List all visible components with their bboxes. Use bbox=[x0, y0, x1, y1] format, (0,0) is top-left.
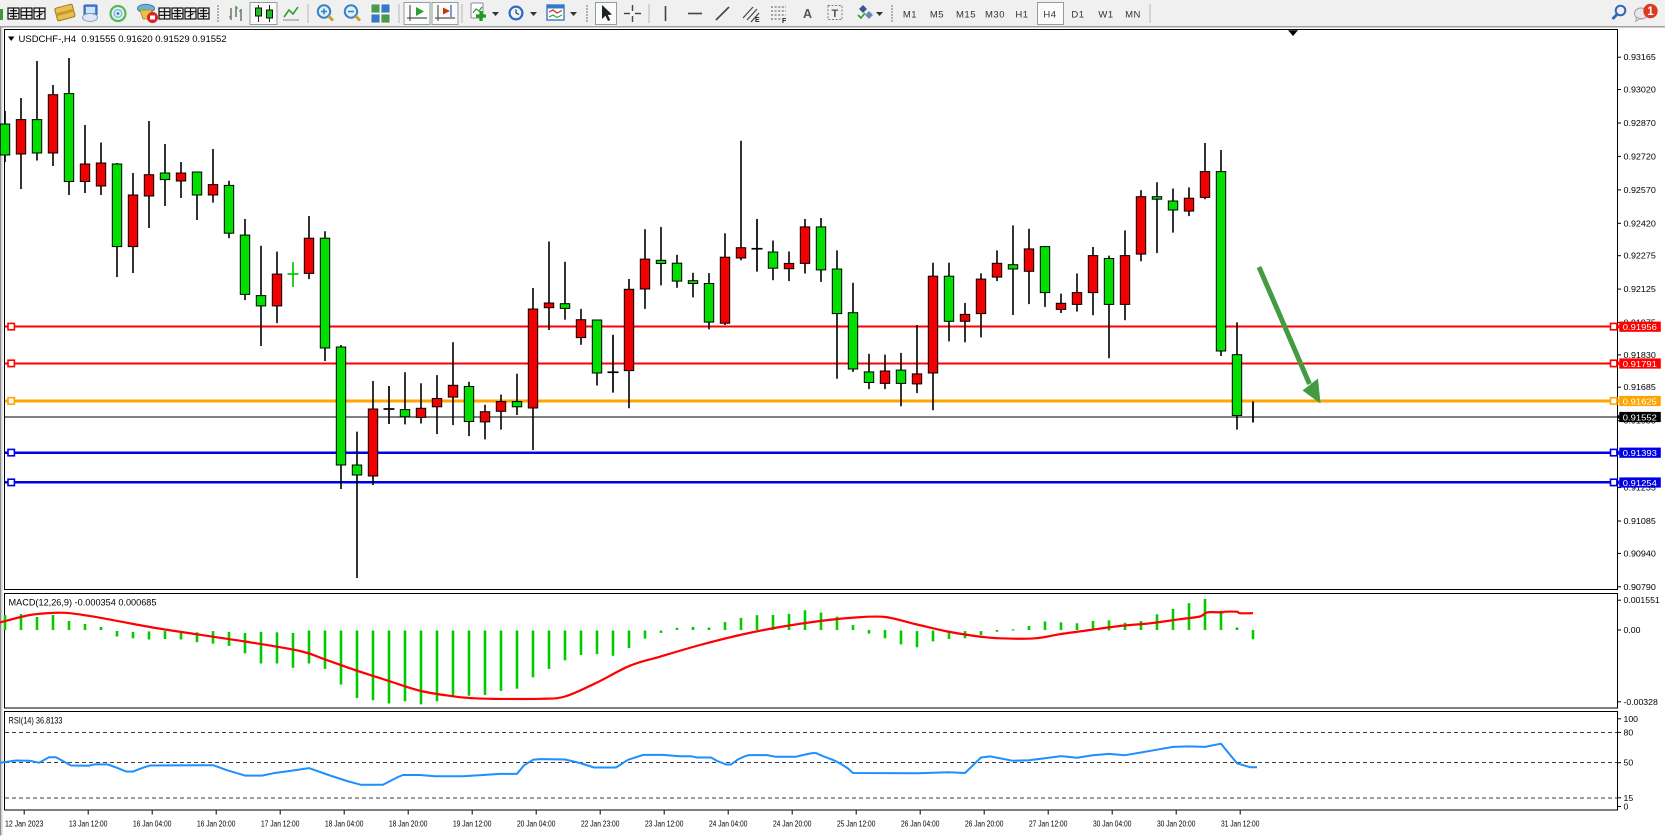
svg-text:T: T bbox=[832, 8, 839, 20]
svg-text:0.00: 0.00 bbox=[1624, 625, 1641, 635]
svg-text:0.91552: 0.91552 bbox=[1623, 412, 1657, 422]
svg-text:0: 0 bbox=[1624, 802, 1629, 812]
svg-text:31 Jan 12:00: 31 Jan 12:00 bbox=[1221, 819, 1260, 829]
svg-text:F: F bbox=[782, 18, 787, 25]
svg-text:26 Jan 04:00: 26 Jan 04:00 bbox=[901, 819, 940, 829]
svg-text:H4: H4 bbox=[1043, 10, 1056, 21]
svg-text:50: 50 bbox=[1624, 758, 1634, 768]
svg-text:1: 1 bbox=[1647, 6, 1654, 18]
svg-text:0.92420: 0.92420 bbox=[1624, 218, 1656, 228]
svg-text:80: 80 bbox=[1624, 727, 1634, 737]
svg-text:18 Jan 04:00: 18 Jan 04:00 bbox=[325, 819, 364, 829]
svg-text:16 Jan 20:00: 16 Jan 20:00 bbox=[197, 819, 236, 829]
svg-text:0.91625: 0.91625 bbox=[1623, 396, 1657, 406]
svg-text:13 Jan 12:00: 13 Jan 12:00 bbox=[69, 819, 108, 829]
svg-text:0.90940: 0.90940 bbox=[1624, 548, 1656, 558]
svg-text:0.91085: 0.91085 bbox=[1624, 516, 1656, 526]
svg-text:17 Jan 12:00: 17 Jan 12:00 bbox=[261, 819, 300, 829]
svg-text:M1: M1 bbox=[903, 10, 917, 21]
svg-text:0.91956: 0.91956 bbox=[1623, 322, 1657, 332]
svg-text:0.92570: 0.92570 bbox=[1624, 185, 1656, 195]
svg-text:16 Jan 04:00: 16 Jan 04:00 bbox=[133, 819, 172, 829]
svg-text:30 Jan 04:00: 30 Jan 04:00 bbox=[1093, 819, 1132, 829]
svg-text:0.93020: 0.93020 bbox=[1624, 85, 1656, 95]
svg-text:USDCHF-,H4 0.91555 0.91620 0.: USDCHF-,H4 0.91555 0.91620 0.91529 0.915… bbox=[19, 34, 227, 45]
svg-text:0.91393: 0.91393 bbox=[1623, 448, 1657, 458]
svg-text:12 Jan 2023: 12 Jan 2023 bbox=[5, 819, 44, 829]
svg-text:E: E bbox=[755, 17, 760, 24]
svg-text:0.92720: 0.92720 bbox=[1624, 151, 1656, 161]
svg-text:0.93165: 0.93165 bbox=[1624, 52, 1656, 62]
svg-text:-0.00328: -0.00328 bbox=[1624, 697, 1658, 707]
svg-text:19 Jan 12:00: 19 Jan 12:00 bbox=[453, 819, 492, 829]
svg-text:18 Jan 20:00: 18 Jan 20:00 bbox=[389, 819, 428, 829]
svg-text:26 Jan 20:00: 26 Jan 20:00 bbox=[965, 819, 1004, 829]
svg-text:22 Jan 23:00: 22 Jan 23:00 bbox=[581, 819, 620, 829]
svg-text:27 Jan 12:00: 27 Jan 12:00 bbox=[1029, 819, 1068, 829]
svg-text:RSI(14) 36.8133: RSI(14) 36.8133 bbox=[9, 716, 63, 726]
svg-text:0.92870: 0.92870 bbox=[1624, 118, 1656, 128]
svg-text:MN: MN bbox=[1125, 10, 1141, 21]
svg-text:24 Jan 04:00: 24 Jan 04:00 bbox=[709, 819, 748, 829]
svg-text:0.91830: 0.91830 bbox=[1624, 350, 1656, 360]
svg-text:W1: W1 bbox=[1098, 10, 1113, 21]
svg-text:0.92125: 0.92125 bbox=[1624, 284, 1656, 294]
svg-text:M5: M5 bbox=[930, 10, 944, 21]
svg-text:20 Jan 04:00: 20 Jan 04:00 bbox=[517, 819, 556, 829]
svg-text:0.90790: 0.90790 bbox=[1624, 582, 1656, 592]
svg-text:D1: D1 bbox=[1071, 10, 1084, 21]
svg-text:25 Jan 12:00: 25 Jan 12:00 bbox=[837, 819, 876, 829]
svg-text:H1: H1 bbox=[1015, 10, 1028, 21]
svg-text:30 Jan 20:00: 30 Jan 20:00 bbox=[1157, 819, 1196, 829]
svg-text:0.001551: 0.001551 bbox=[1624, 595, 1660, 605]
svg-text:A: A bbox=[803, 7, 812, 21]
svg-text:0.92275: 0.92275 bbox=[1624, 251, 1656, 261]
svg-text:0.91685: 0.91685 bbox=[1624, 382, 1656, 392]
svg-text:23 Jan 12:00: 23 Jan 12:00 bbox=[645, 819, 684, 829]
svg-text:0.91791: 0.91791 bbox=[1623, 359, 1657, 369]
svg-text:M30: M30 bbox=[985, 10, 1005, 21]
svg-text:15: 15 bbox=[1624, 793, 1634, 803]
svg-text:100: 100 bbox=[1624, 714, 1639, 724]
svg-text:24 Jan 20:00: 24 Jan 20:00 bbox=[773, 819, 812, 829]
svg-text:0.91254: 0.91254 bbox=[1623, 478, 1657, 488]
svg-text:M15: M15 bbox=[956, 10, 976, 21]
svg-text:MACD(12,26,9) -0.000354 0.0006: MACD(12,26,9) -0.000354 0.000685 bbox=[9, 598, 157, 608]
